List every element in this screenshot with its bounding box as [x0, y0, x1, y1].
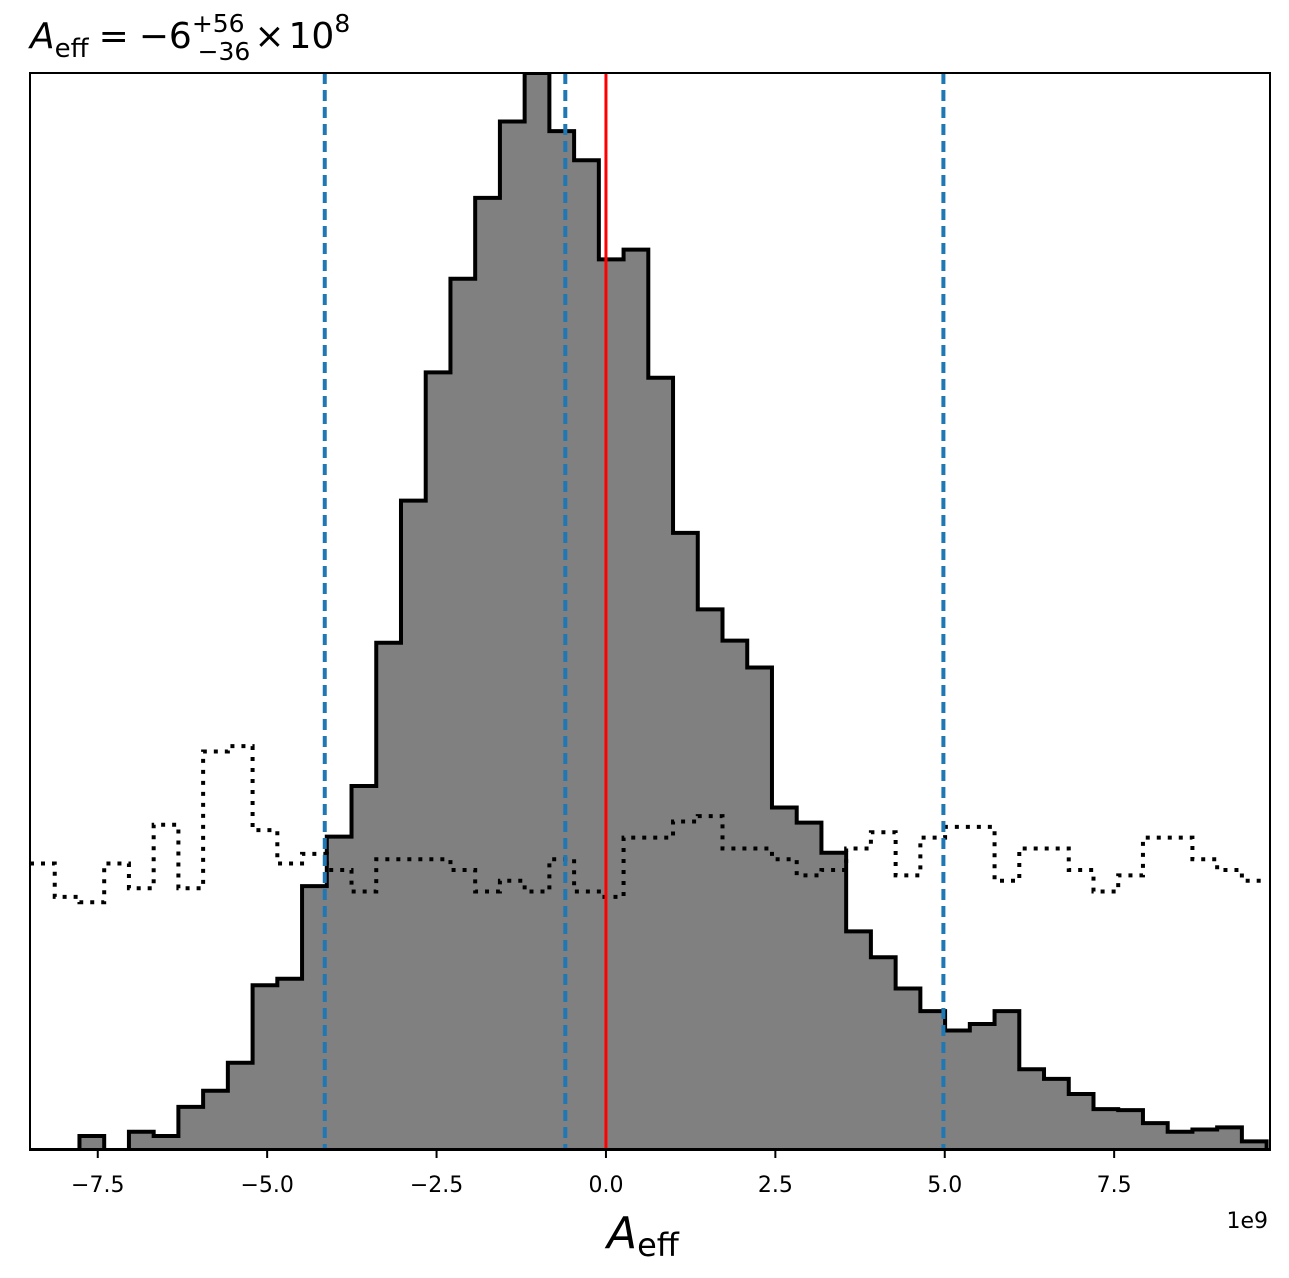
histogram-bar: [376, 642, 402, 1150]
posterior-outline: [30, 73, 1269, 1150]
histogram-bar: [549, 131, 575, 1150]
x-tick-label: 5.0: [927, 1173, 962, 1198]
histogram-bar: [846, 931, 872, 1150]
histogram-bar: [1019, 1069, 1045, 1150]
histogram-bar: [1217, 1127, 1243, 1150]
histogram-bar: [153, 1135, 179, 1150]
plot-frame: [29, 72, 1271, 1151]
histogram-bar: [425, 372, 451, 1150]
x-axis-ticks: −7.5 −5.0 −2.5 0.0 2.5 5.0 7.5: [71, 1150, 1132, 1198]
bars-layer: [79, 73, 1268, 1150]
histogram-bar: [252, 985, 278, 1150]
histogram-bar: [1044, 1078, 1070, 1150]
histogram-bar: [895, 988, 921, 1150]
histogram-bar: [870, 957, 897, 1150]
lines-layer: [30, 73, 1270, 1150]
plot-area: [30, 73, 1270, 1150]
histogram-bar: [227, 1062, 254, 1150]
histogram-bar: [79, 1135, 105, 1150]
histogram-bar: [326, 836, 353, 1150]
histogram-bar: [994, 1011, 1020, 1150]
histogram-bar: [945, 1030, 971, 1150]
x-tick-label: −7.5: [71, 1173, 124, 1198]
histogram-bar: [771, 807, 798, 1150]
x-tick-label: −5.0: [240, 1173, 293, 1198]
histogram-bar: [475, 197, 501, 1150]
histogram-bar: [1142, 1123, 1169, 1150]
histogram-bar: [1093, 1109, 1119, 1150]
histogram-bar: [574, 160, 600, 1150]
histogram-bar: [648, 377, 674, 1150]
histogram-bar: [747, 667, 773, 1150]
x-axis-offset-label: 1e9: [1226, 1209, 1268, 1234]
histogram-bar: [351, 785, 377, 1150]
x-tick-label: 7.5: [1097, 1173, 1132, 1198]
histogram-bar: [623, 249, 649, 1150]
histogram-bar: [128, 1131, 155, 1150]
x-tick-label: 0.0: [588, 1173, 623, 1198]
histogram-bar: [499, 121, 526, 1150]
histogram-bar: [697, 609, 724, 1150]
histogram-bar: [178, 1106, 204, 1150]
histogram-bar: [1167, 1131, 1193, 1150]
chart-title: Aeff = −6+56 −36 × 108: [28, 9, 350, 66]
histogram-bar: [920, 1011, 946, 1150]
histogram-bar: [203, 1090, 229, 1150]
histogram-bar: [673, 532, 699, 1150]
histogram-bar: [1068, 1093, 1094, 1150]
histogram-bar: [400, 500, 427, 1150]
x-tick-label: −2.5: [410, 1173, 463, 1198]
histogram-bar: [969, 1023, 996, 1150]
x-axis-label: Aeff: [604, 1208, 680, 1264]
prior-dotted-outline: [30, 744, 1267, 905]
histogram-bar: [796, 822, 822, 1150]
histogram-bar: [821, 852, 847, 1150]
histogram-bar: [598, 259, 625, 1150]
histogram-bar: [1192, 1129, 1218, 1150]
histogram-bar: [524, 73, 550, 1150]
histogram-bar: [1241, 1141, 1268, 1150]
histogram-bar: [722, 640, 748, 1150]
histogram-bar: [1118, 1110, 1144, 1150]
histogram-bar: [277, 978, 303, 1150]
histogram-bar: [450, 278, 476, 1150]
x-tick-label: 2.5: [758, 1173, 793, 1198]
